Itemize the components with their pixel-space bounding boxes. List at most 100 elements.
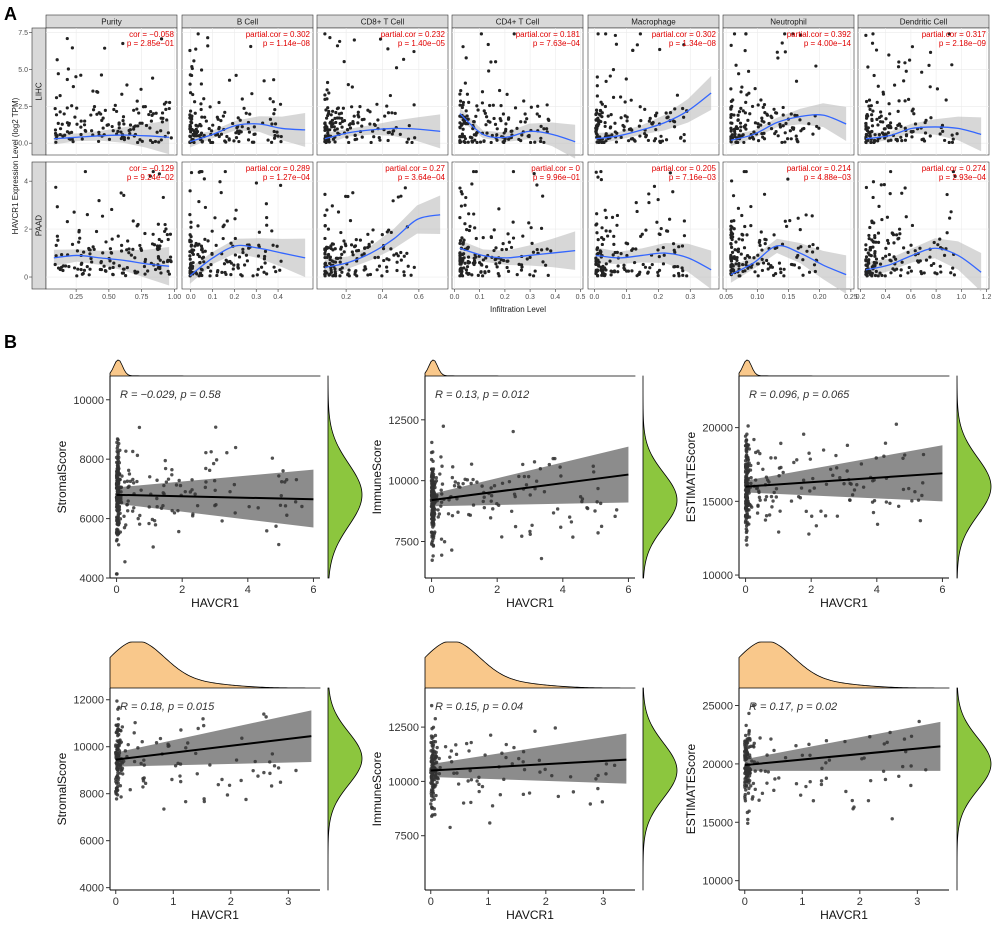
data-point <box>220 270 224 274</box>
data-point <box>882 742 886 746</box>
data-point <box>894 257 898 261</box>
data-point <box>161 260 166 264</box>
data-point <box>619 135 623 139</box>
data-point <box>143 231 147 236</box>
data-point <box>75 106 79 110</box>
p-value-label: p = 2.93e−04 <box>939 173 987 182</box>
data-point <box>603 124 607 129</box>
data-point <box>72 266 77 270</box>
data-point <box>127 251 131 255</box>
data-point <box>132 759 137 764</box>
data-point <box>743 434 748 438</box>
data-point <box>119 497 123 501</box>
data-point <box>485 131 489 135</box>
data-point <box>136 222 140 227</box>
data-point <box>614 42 619 46</box>
data-point <box>657 255 661 259</box>
data-point <box>229 241 233 245</box>
data-point <box>466 117 470 121</box>
data-point <box>432 531 437 536</box>
y-tick-label: 6000 <box>80 514 104 526</box>
data-point <box>749 204 753 209</box>
data-point <box>461 100 466 105</box>
data-point <box>461 801 466 805</box>
data-point <box>81 271 85 276</box>
data-point <box>873 254 877 258</box>
data-point <box>500 481 505 485</box>
data-point <box>551 511 556 515</box>
data-point <box>353 244 358 248</box>
data-point <box>350 85 354 89</box>
data-point <box>541 194 545 198</box>
data-point <box>233 511 237 515</box>
data-point <box>248 112 252 116</box>
data-point <box>753 787 757 792</box>
data-point <box>468 135 472 139</box>
data-point <box>824 482 829 486</box>
data-point <box>403 186 407 190</box>
x-marginal-density <box>738 641 950 689</box>
data-point <box>126 468 131 473</box>
data-point <box>604 262 608 266</box>
data-point <box>647 192 651 196</box>
data-point <box>507 240 511 244</box>
data-point <box>782 274 786 278</box>
data-point <box>760 268 765 273</box>
data-point <box>505 265 509 270</box>
data-point <box>950 63 954 67</box>
data-point <box>121 271 126 275</box>
data-point <box>746 778 750 783</box>
data-point <box>606 234 610 238</box>
data-point <box>475 140 479 145</box>
data-point <box>796 253 800 258</box>
data-point <box>271 243 275 247</box>
x-tick-label: 0 <box>429 584 435 596</box>
data-point <box>910 135 914 139</box>
data-point <box>596 32 600 36</box>
data-point <box>599 265 603 270</box>
data-point <box>193 111 197 115</box>
y-tick-label: 0 <box>24 275 28 282</box>
data-point <box>596 773 600 778</box>
data-point <box>913 490 917 494</box>
data-point <box>197 199 201 204</box>
data-point <box>152 518 157 523</box>
data-point <box>643 265 648 269</box>
data-point <box>509 509 514 513</box>
data-point <box>209 263 213 267</box>
data-point <box>439 500 444 504</box>
data-point <box>604 762 609 766</box>
data-point <box>823 514 828 518</box>
data-point <box>814 524 819 528</box>
data-point <box>199 68 204 72</box>
data-point <box>819 782 824 787</box>
data-point <box>265 223 269 227</box>
data-point <box>281 469 285 473</box>
data-point <box>928 50 933 54</box>
data-point <box>810 514 814 518</box>
data-point <box>861 485 866 489</box>
data-point <box>234 136 239 140</box>
data-point <box>429 802 433 806</box>
data-point <box>148 475 152 479</box>
data-point <box>551 456 555 461</box>
data-point <box>429 749 433 753</box>
data-point <box>788 219 792 223</box>
data-point <box>665 116 669 120</box>
data-point <box>538 770 542 774</box>
data-point <box>436 515 440 519</box>
data-point <box>807 270 812 274</box>
data-point <box>278 780 283 784</box>
data-point <box>376 255 380 259</box>
data-point <box>430 541 434 545</box>
data-point <box>115 774 119 779</box>
data-point <box>53 128 58 132</box>
data-point <box>117 264 121 268</box>
data-point <box>160 120 165 124</box>
data-point <box>459 268 464 272</box>
data-point <box>338 256 343 260</box>
data-point <box>918 259 922 263</box>
x-tick-label: 0.4 <box>550 294 560 301</box>
data-point <box>476 108 480 112</box>
data-point <box>168 232 173 236</box>
